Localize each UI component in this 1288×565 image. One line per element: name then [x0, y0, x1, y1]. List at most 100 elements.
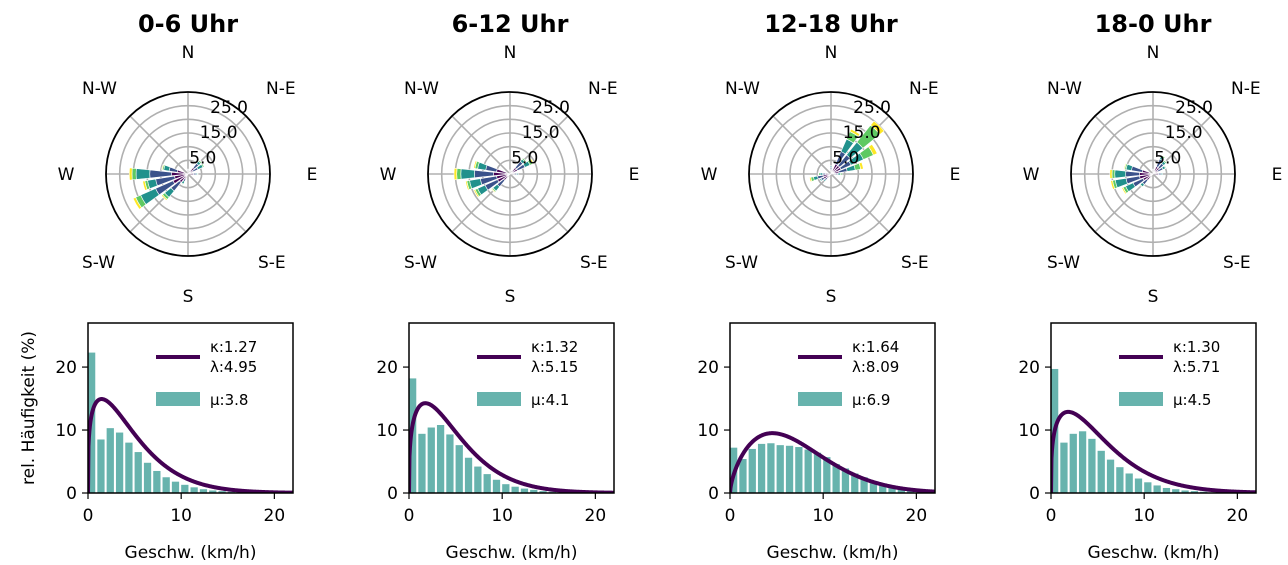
angular-gridline — [129, 115, 189, 175]
legend-label-kappa: κ:1.64 — [852, 338, 899, 356]
angular-gridline — [772, 115, 832, 175]
histogram-bar — [804, 449, 812, 493]
direction-label: S-W — [404, 253, 437, 273]
histogram-bar — [539, 491, 547, 493]
radial-tick-label: 15.0 — [200, 123, 238, 143]
rose-petal-segment — [529, 158, 535, 165]
rose-petal-segment — [187, 170, 189, 175]
legend-bar-swatch — [1119, 392, 1163, 406]
histogram-bar — [181, 484, 189, 493]
histogram-bar — [1078, 431, 1087, 493]
rose-petal-segment — [509, 169, 511, 172]
direction-label: W — [58, 165, 75, 185]
weibull-fit-line — [730, 431, 935, 493]
axes-frame — [729, 322, 936, 494]
rose-petal-segment — [834, 172, 839, 176]
polar-frame — [748, 91, 914, 257]
y-tick-label: 0 — [387, 484, 398, 504]
histogram-panels: 0 10 20 0 10 20 Geschw. (km/h) κ:1.27 λ:4.95 μ:3.… — [55, 322, 1257, 563]
legend-label-kappa: κ:1.32 — [531, 338, 578, 356]
direction-label: S-W — [1047, 253, 1080, 273]
rose-petal-segment — [131, 167, 137, 181]
rose-petal-segment — [817, 172, 820, 176]
angular-gridline — [772, 173, 832, 233]
histogram-bar — [851, 473, 859, 493]
histogram-bar — [199, 489, 208, 493]
direction-label: S — [826, 287, 837, 307]
wind-rose-1: 0-6 Uhr 5.0 15.0 25.0 N N-E E S-E S S-W W N-W — [58, 10, 318, 307]
rose-petal-segment — [197, 172, 199, 176]
rose-petal-segment — [1163, 159, 1168, 164]
rose-petal-segment — [830, 169, 832, 175]
histogram-bar — [1144, 482, 1152, 493]
legend-label-lambda: λ:5.15 — [531, 358, 578, 376]
histogram-bar — [511, 486, 519, 493]
rose-petal-segment — [473, 189, 480, 198]
histogram-bar — [879, 484, 887, 493]
direction-label: S-E — [1223, 253, 1251, 273]
histogram-bar — [474, 466, 482, 493]
rose-petal-segment — [1160, 172, 1163, 176]
direction-label: N-W — [82, 79, 117, 99]
panel-title: 6-12 Uhr — [452, 10, 569, 38]
x-tick-label: 20 — [585, 506, 607, 526]
rose-petal-segment — [1152, 170, 1154, 175]
radial-tick-label: 5.0 — [1154, 148, 1181, 168]
radial-tick-label: 15.0 — [1165, 123, 1203, 143]
histogram-bar — [1097, 450, 1105, 493]
rose-petal-segment — [473, 160, 478, 169]
rose-petal-segment — [180, 182, 184, 186]
rose-petal-segment — [465, 180, 470, 191]
direction-label: N-E — [266, 79, 296, 99]
rose-petal-segment — [1109, 169, 1113, 179]
polar-frame — [105, 91, 271, 257]
angular-gridline — [451, 115, 511, 175]
histogram-bar — [446, 434, 454, 493]
direction-label: S-W — [82, 253, 115, 273]
direction-label: S-E — [258, 253, 286, 273]
x-tick-label: 20 — [906, 506, 928, 526]
histogram-bar — [115, 432, 124, 493]
histogram-bar — [209, 490, 217, 493]
legend-label-mu: μ:4.5 — [1173, 391, 1211, 409]
histogram-bar — [134, 452, 142, 493]
direction-label: N — [504, 43, 517, 63]
histogram-bar — [795, 447, 803, 493]
rose-petal-segment — [128, 167, 133, 181]
histogram-bar — [897, 488, 905, 493]
direction-label: S — [183, 287, 194, 307]
rose-petal-segment — [858, 161, 864, 170]
legend-label-lambda: λ:4.95 — [210, 358, 257, 376]
direction-label: E — [1272, 165, 1283, 185]
weibull-fit-line — [88, 397, 293, 493]
direction-label: N — [1147, 43, 1160, 63]
direction-label: N — [825, 43, 838, 63]
histogram-bar — [813, 452, 822, 493]
direction-label: S — [1148, 287, 1159, 307]
rose-petal-segment — [1123, 163, 1127, 170]
angular-gridline — [1152, 173, 1212, 233]
histogram-bar — [492, 479, 501, 493]
rose-petal-segment — [1114, 169, 1127, 179]
rose-petal-segment — [1125, 170, 1140, 178]
radial-tick-label: 15.0 — [843, 123, 881, 143]
radial-tick-label: 25.0 — [532, 98, 570, 118]
rose-petal-segment — [829, 165, 833, 168]
rose-petal-segment — [135, 168, 151, 180]
x-tick-label: 10 — [491, 506, 513, 526]
histogram-bar — [767, 443, 775, 493]
histogram-bar — [757, 443, 766, 493]
histogram-bar — [143, 462, 152, 493]
histogram-bar — [776, 445, 784, 493]
rose-petal-segment — [849, 128, 861, 137]
histogram-bar — [530, 489, 538, 493]
rose-petal-segment — [509, 173, 515, 175]
rose-petal-segment — [521, 157, 527, 163]
histogram-bar — [1134, 478, 1143, 493]
legend-label-kappa: κ:1.30 — [1173, 338, 1220, 356]
radial-tick-label: 25.0 — [1175, 98, 1213, 118]
x-tick-label: 10 — [170, 506, 192, 526]
histogram-bar — [1181, 490, 1189, 493]
histogram-bar — [418, 433, 426, 493]
legend-label-mu: μ:3.8 — [210, 391, 248, 409]
